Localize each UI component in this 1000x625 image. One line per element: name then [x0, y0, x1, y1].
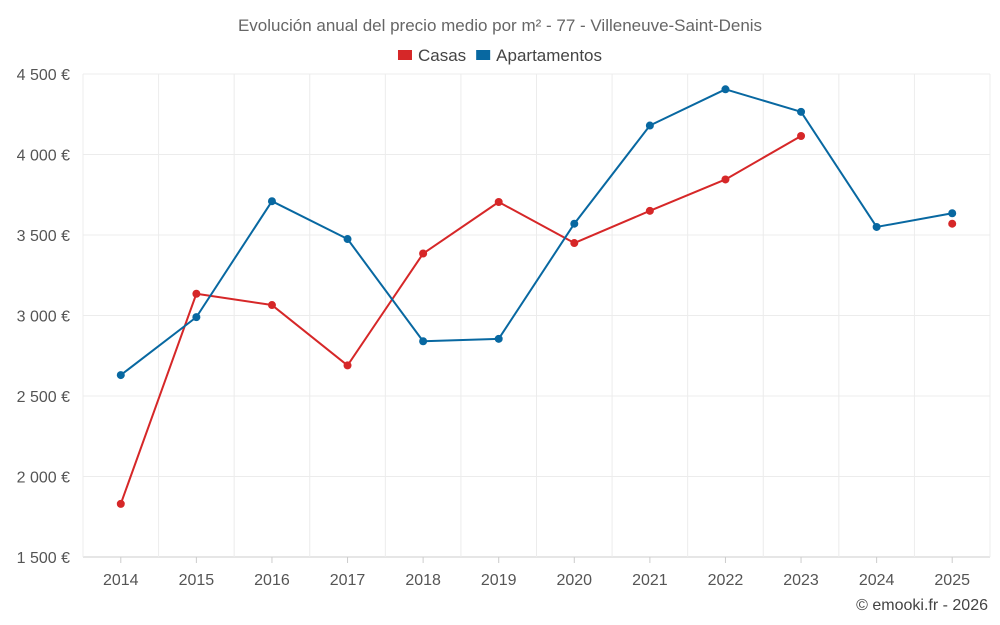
data-point-casas[interactable]: [721, 175, 730, 184]
legend-swatch-apartamentos: [476, 50, 491, 60]
chart-title: Evolución anual del precio medio por m² …: [238, 16, 762, 35]
legend: Casas Apartamentos: [397, 46, 602, 65]
legend-label-casas[interactable]: Casas: [418, 46, 466, 65]
legend-swatch-casas: [397, 50, 412, 60]
x-tick-label: 2016: [254, 572, 290, 589]
series-line-casas: [119, 135, 802, 505]
data-point-apartamentos[interactable]: [645, 121, 654, 130]
data-point-apartamentos[interactable]: [343, 235, 352, 244]
data-point-casas[interactable]: [645, 206, 654, 215]
data-point-apartamentos[interactable]: [267, 197, 276, 206]
data-point-casas[interactable]: [570, 239, 579, 248]
y-tick-label: 3 500 €: [17, 228, 70, 245]
grid: [82, 73, 991, 558]
data-point-apartamentos[interactable]: [948, 209, 957, 218]
data-point-casas[interactable]: [494, 197, 503, 206]
x-tick-label: 2020: [556, 572, 592, 589]
x-tick-label: 2024: [859, 572, 895, 589]
credit-text: © emooki.fr - 2026: [856, 597, 988, 614]
x-tick-label: 2019: [481, 572, 517, 589]
x-tick-label: 2025: [934, 572, 970, 589]
y-tick-label: 4 500 €: [17, 67, 70, 84]
x-tick-label: 2014: [103, 572, 139, 589]
data-point-apartamentos[interactable]: [872, 222, 881, 231]
data-point-casas[interactable]: [116, 499, 125, 508]
y-tick-label: 2 500 €: [17, 389, 70, 406]
data-point-apartamentos[interactable]: [570, 219, 579, 228]
data-point-apartamentos[interactable]: [192, 313, 201, 322]
x-tick-label: 2017: [330, 572, 366, 589]
data-point-apartamentos[interactable]: [116, 371, 125, 380]
data-point-apartamentos[interactable]: [494, 334, 503, 343]
x-tick-label: 2021: [632, 572, 668, 589]
series-line-apartamentos: [120, 88, 953, 376]
data-point-casas[interactable]: [419, 249, 428, 258]
y-tick-label: 3 000 €: [17, 309, 70, 326]
y-tick-label: 1 500 €: [17, 550, 70, 567]
data-point-apartamentos[interactable]: [419, 337, 428, 346]
x-tick-label: 2018: [405, 572, 441, 589]
x-tick-label: 2015: [179, 572, 215, 589]
x-axis: 2014 2015 2016 2017 2018 2019 2020 2021 2022 2023…: [103, 557, 970, 589]
data-point-casas[interactable]: [267, 301, 276, 310]
data-point-apartamentos[interactable]: [797, 107, 806, 116]
data-point-casas[interactable]: [948, 219, 957, 228]
x-tick-label: 2022: [708, 572, 744, 589]
data-point-casas[interactable]: [192, 289, 201, 298]
data-point-casas[interactable]: [797, 131, 806, 140]
y-tick-label: 2 000 €: [17, 470, 70, 487]
series-layer: [116, 85, 957, 508]
y-axis: 1 500 € 2 000 € 2 500 € 3 000 € 3 500 € 4 000…: [17, 67, 70, 567]
legend-label-apartamentos[interactable]: Apartamentos: [496, 46, 602, 65]
x-tick-label: 2023: [783, 572, 819, 589]
data-point-apartamentos[interactable]: [721, 85, 730, 94]
data-point-casas[interactable]: [343, 361, 352, 370]
y-tick-label: 4 000 €: [17, 148, 70, 165]
